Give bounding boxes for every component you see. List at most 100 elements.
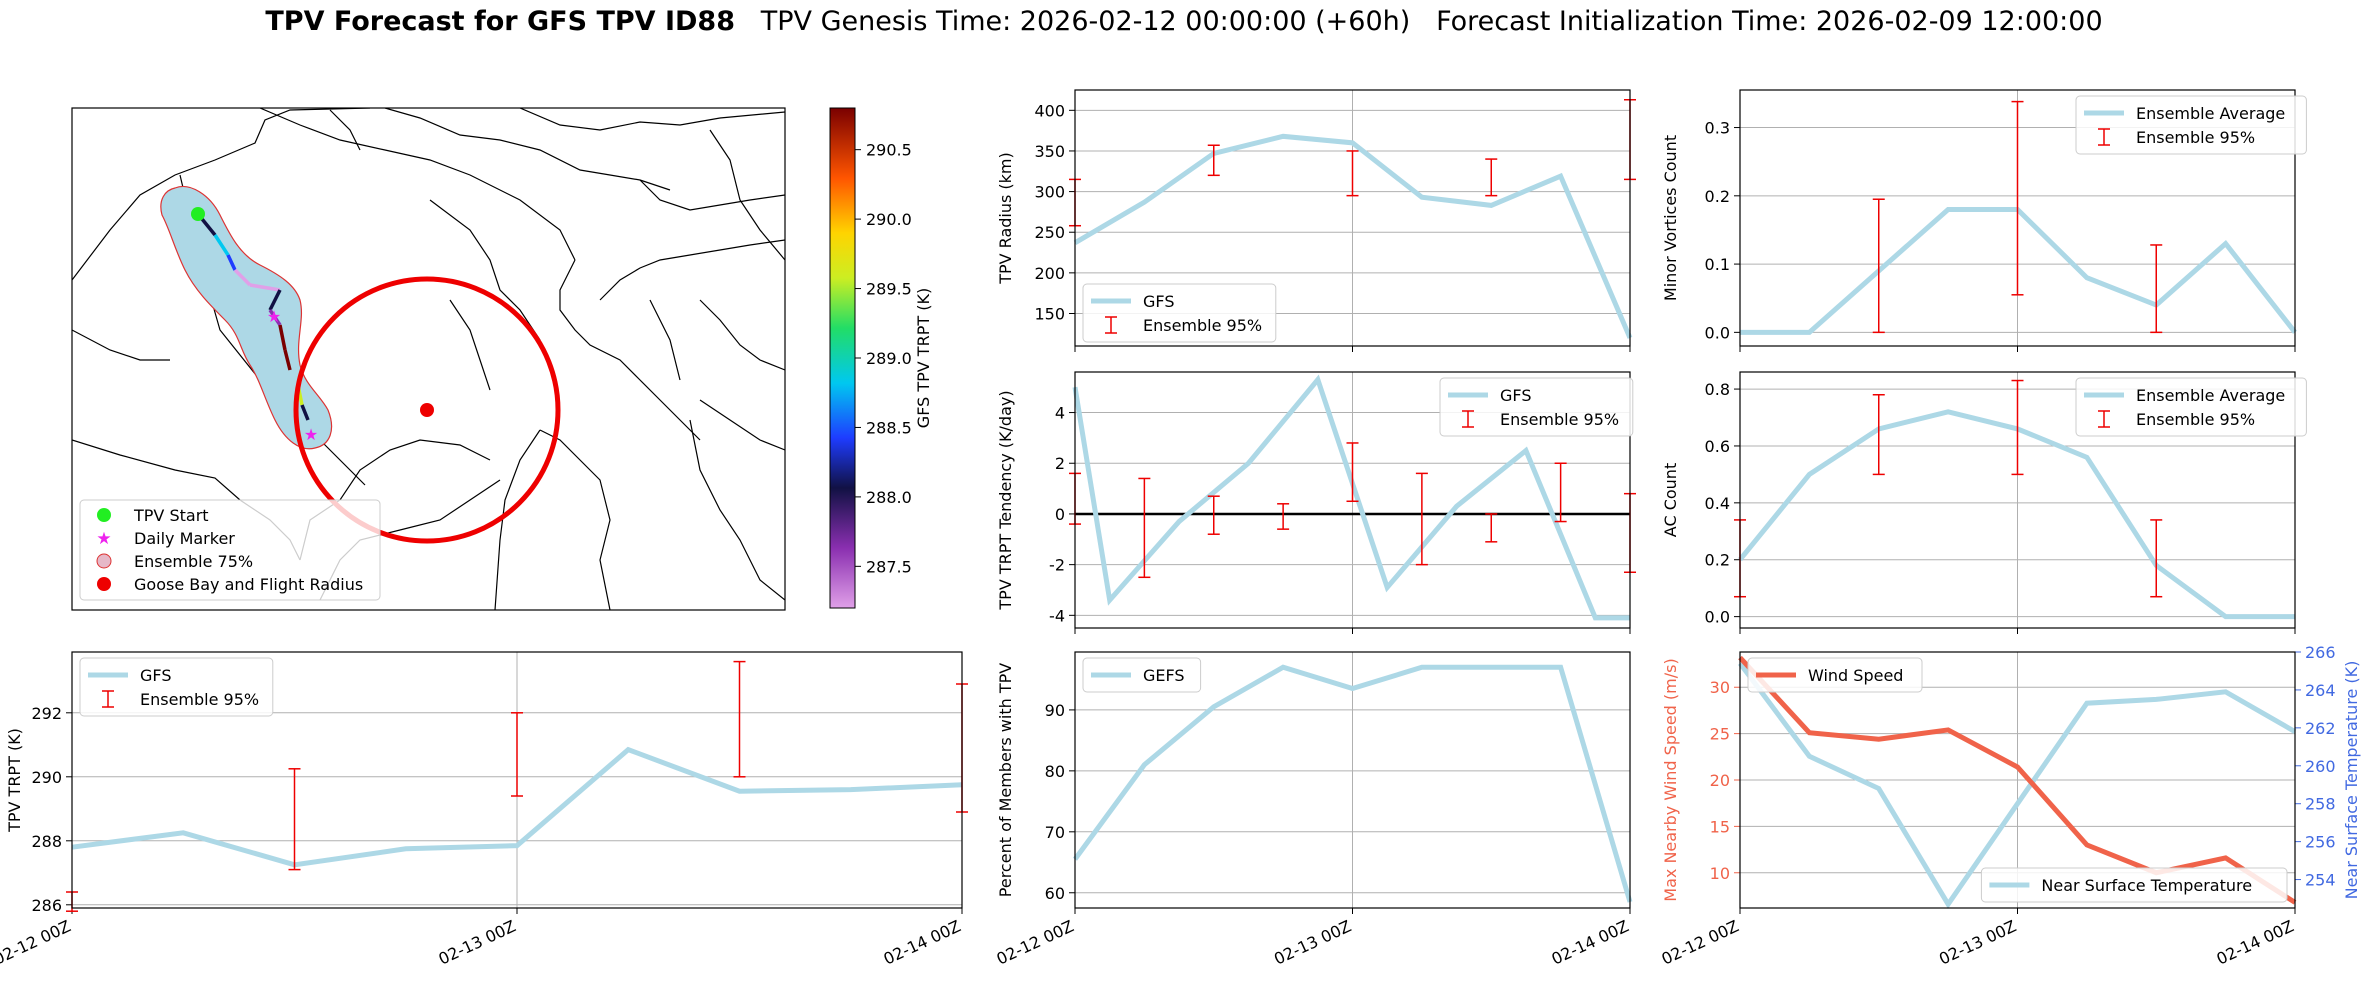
y-tick-label: 0.1 (1705, 255, 1730, 274)
panel-legend: GFS Ensemble 95% (79, 657, 274, 717)
legend-ensemble-label: Ensemble 75% (134, 552, 253, 571)
y-tick-label: 90 (1045, 701, 1065, 720)
title-main: TPV Forecast for GFS TPV ID88 (265, 6, 735, 37)
goose-bay-marker (420, 403, 434, 417)
y-right-tick-label: 264 (2305, 681, 2336, 700)
legend-ensemble-icon (96, 553, 112, 569)
y-tick-label: -2 (1049, 556, 1065, 575)
legend-box (1747, 657, 1923, 693)
legend-goosebay-icon (97, 577, 111, 591)
x-tick-label: 02-14 00Z (881, 916, 964, 968)
error-bar (1554, 462, 1567, 523)
error-bar (1415, 472, 1428, 566)
legend-box (1439, 377, 1634, 437)
legend-box (79, 657, 274, 717)
legend-box (2075, 377, 2307, 437)
x-tick-label: 02-12 00Z (0, 916, 74, 968)
colorbar-tick-label: 289.5 (866, 280, 912, 299)
legend-label: Near Surface Temperature (2041, 876, 2252, 895)
y-tick-label: 0.0 (1705, 608, 1730, 627)
y-axis-label: Percent of Members with TPV (996, 663, 1015, 897)
map-colorbar: 287.5 288.0 288.5 289.0 289.5 290.0 290.5 GFS … (829, 107, 933, 609)
error-bar (1485, 158, 1498, 197)
y-axis-label: TPV TRPT (K) (5, 728, 24, 833)
panel-frame (1739, 651, 2296, 909)
y-tick-label: 400 (1034, 101, 1065, 120)
panel-legend: GEFS (1082, 657, 1202, 693)
figure-title: TPV Forecast for GFS TPV ID88 TPV Genesi… (0, 6, 2368, 37)
error-bar (288, 768, 301, 871)
y-tick-label: 20 (1710, 771, 1730, 790)
panel-frame (1074, 651, 1631, 909)
x-tick-label: 02-14 00Z (2214, 916, 2297, 968)
colorbar-label: GFS TPV TRPT (K) (914, 288, 933, 428)
y-axis-label: AC Count (1661, 463, 1680, 537)
legend-label: GFS (140, 666, 171, 685)
legend-start-icon (97, 508, 111, 522)
y-tick-label: 0.0 (1705, 323, 1730, 342)
legend-box-right (1980, 867, 2288, 903)
y-tick-label: 80 (1045, 762, 1065, 781)
x-tick-label: 02-13 00Z (1271, 916, 1354, 968)
panel-percent: 60 70 80 90 02-12 00Z 02-13 00Z 02-14 00Z Perce… (994, 651, 1633, 969)
legend-daily-label: Daily Marker (134, 529, 235, 548)
legend-label: Ensemble 95% (2136, 128, 2255, 147)
y-tick-label: 0.4 (1705, 494, 1730, 513)
y-tick-label: 150 (1034, 304, 1065, 323)
panel-legend: GFS Ensemble 95% (1439, 377, 1634, 437)
legend-label: GEFS (1143, 666, 1185, 685)
y-axis-label: Minor Vortices Count (1661, 135, 1680, 301)
y-tick-label: 300 (1034, 183, 1065, 202)
error-bar (1872, 394, 1885, 476)
title-init: Forecast Initialization Time: 2026-02-09… (1436, 6, 2103, 37)
legend-box (1082, 283, 1277, 343)
legend-box (2075, 95, 2307, 155)
panel-frame (1074, 371, 1631, 629)
panel-tendency: -4 -2 0 2 4 TPV TRPT Tendency (K/day) GFS Ensem… (996, 371, 1636, 634)
y-axis-label: Max Nearby Wind Speed (m/s) (1661, 658, 1680, 901)
y-tick-label: -4 (1049, 606, 1065, 625)
error-bar (2150, 244, 2163, 334)
legend-label: GFS (1500, 386, 1531, 405)
error-bar (1207, 495, 1220, 535)
panel-legend: GFS Ensemble 95% (1082, 283, 1277, 343)
map-legend: TPV Start ★ Daily Marker Ensemble 75% Go… (79, 499, 381, 601)
panel-frame (1739, 89, 2296, 347)
x-tick-label: 02-12 00Z (1659, 916, 1742, 968)
y-right-tick-label: 256 (2305, 833, 2336, 852)
ensemble-75-region (160, 186, 333, 450)
y-tick-label: 0.8 (1705, 380, 1730, 399)
error-bar (1872, 198, 1885, 334)
y-tick-label: 0.2 (1705, 187, 1730, 206)
y-tick-label: 30 (1710, 678, 1730, 697)
flight-radius-circle (293, 276, 561, 544)
daily-marker-1: ★ (267, 307, 281, 326)
title-genesis: TPV Genesis Time: 2026-02-12 00:00:00 (+… (760, 6, 1411, 37)
panel-frame (1074, 89, 1631, 347)
colorbar-tick-label: 289.0 (866, 349, 912, 368)
y-tick-label: 60 (1045, 884, 1065, 903)
error-bar (2011, 100, 2024, 296)
colorbar-tick-label: 290.0 (866, 210, 912, 229)
legend-label: Ensemble Average (2136, 386, 2285, 405)
y-axis-label: TPV Radius (km) (996, 152, 1015, 285)
y-tick-label: 288 (31, 832, 62, 851)
daily-marker-2: ★ (304, 425, 318, 444)
legend-label: Ensemble 95% (140, 690, 259, 709)
error-bar (733, 660, 746, 778)
tpv-start-marker (191, 207, 205, 221)
y-tick-label: 200 (1034, 264, 1065, 283)
y-tick-label: 286 (31, 896, 62, 915)
tpv-track (196, 212, 310, 421)
y-tick-label: 25 (1710, 725, 1730, 744)
panel-trpt: 286 288 290 292 02-12 00Z 02-13 00Z 02-14 00Z T… (0, 651, 968, 969)
panel-wind: 10 15 20 25 30 02-12 00Z 02-13 00Z 02-14 00Z 254… (1659, 643, 2361, 969)
x-tick-label: 02-12 00Z (994, 916, 1077, 968)
y-tick-label: 10 (1710, 864, 1730, 883)
error-bar (1346, 442, 1359, 503)
y-tick-label: 15 (1710, 817, 1730, 836)
y-tick-label: 0.2 (1705, 551, 1730, 570)
legend-label: Ensemble 95% (1143, 316, 1262, 335)
